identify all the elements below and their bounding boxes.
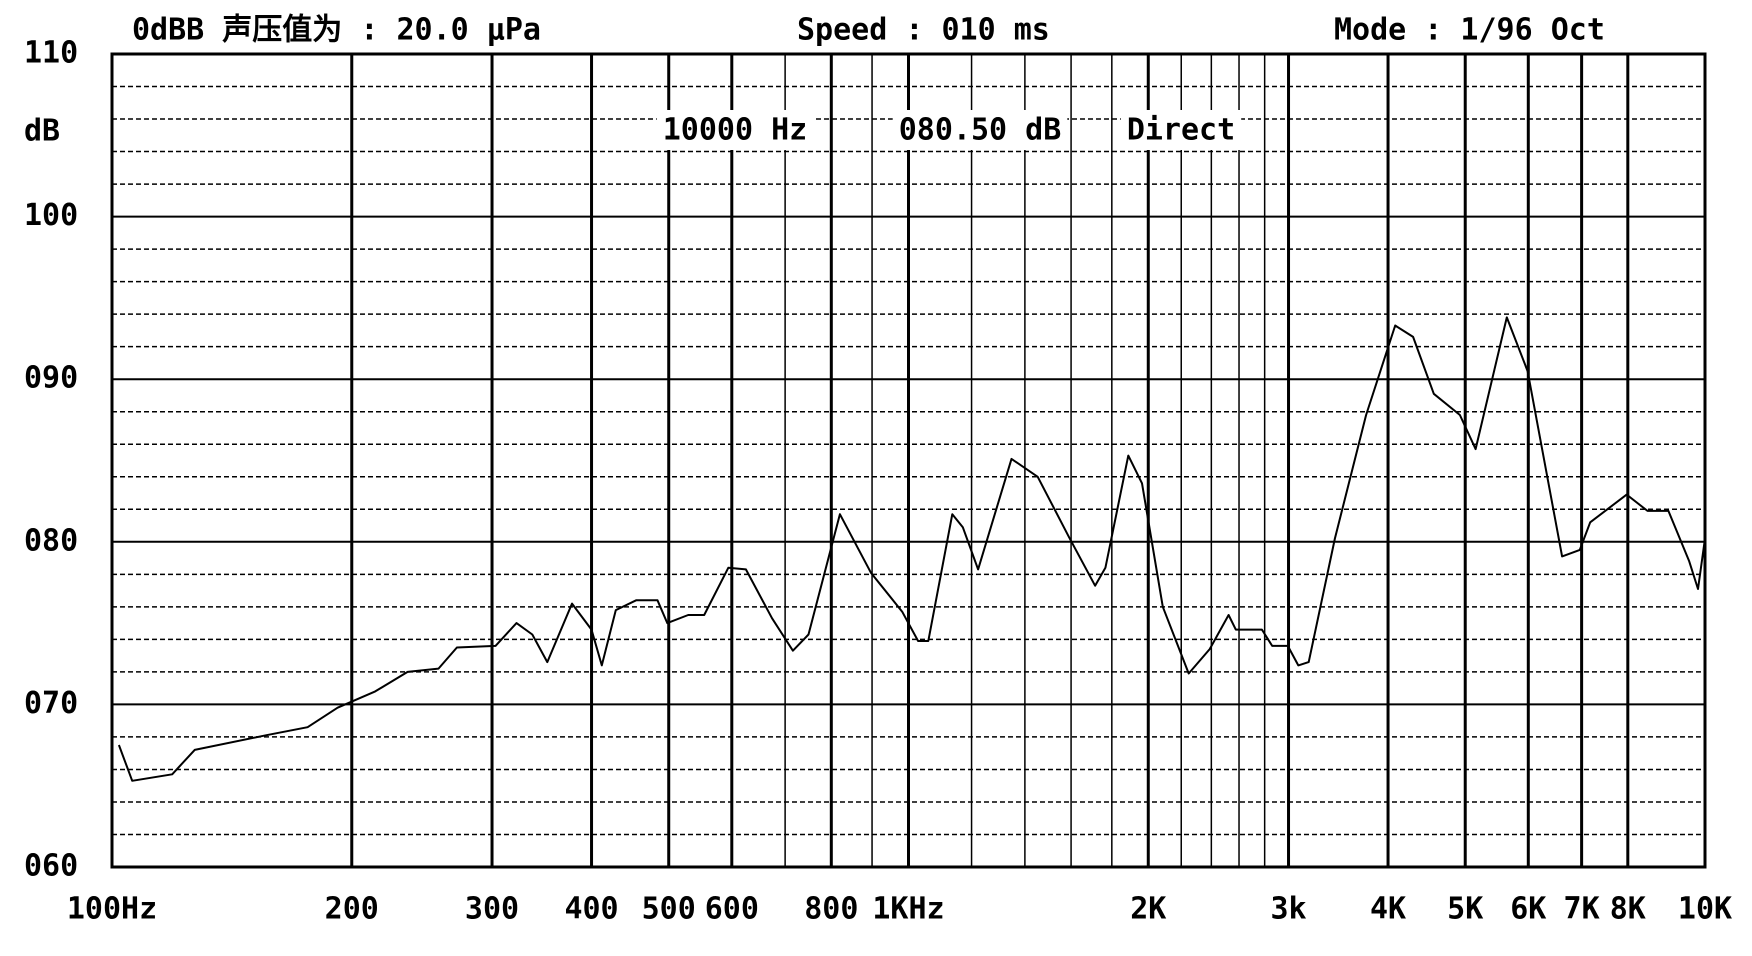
y-tick-label: 100 <box>24 198 78 233</box>
y-axis-label: dB <box>24 114 60 149</box>
y-tick-label: 090 <box>24 361 78 396</box>
x-tick-label: 800 <box>804 892 858 927</box>
header-speed: Speed : 010 ms <box>797 13 1050 48</box>
x-tick-label: 600 <box>705 892 759 927</box>
x-tick-label: 7K <box>1564 892 1600 927</box>
x-tick-label: 400 <box>564 892 618 927</box>
x-tick-label: 200 <box>325 892 379 927</box>
x-tick-label: 3k <box>1270 892 1306 927</box>
header-reference: 0dBB 声压值为 : 20.0 μPa <box>132 13 541 48</box>
x-tick-label: 10K <box>1678 892 1732 927</box>
header-mode: Mode : 1/96 Oct <box>1334 13 1605 48</box>
readout-background <box>1120 110 1242 150</box>
x-tick-label: 2K <box>1130 892 1166 927</box>
readout-text: 080.50 dB <box>899 113 1062 148</box>
x-tick-label: 1KHz <box>872 892 944 927</box>
x-tick-label: 8K <box>1610 892 1646 927</box>
x-tick-label: 500 <box>642 892 696 927</box>
readout-background <box>656 110 814 150</box>
y-tick-label: 080 <box>24 523 78 558</box>
x-tick-label: 4K <box>1370 892 1406 927</box>
y-tick-label: 110 <box>24 36 78 71</box>
x-tick-label: 6K <box>1510 892 1546 927</box>
x-tick-label: 100Hz <box>67 892 157 927</box>
x-tick-label: 300 <box>465 892 519 927</box>
readout-text: 10000 Hz <box>663 113 808 148</box>
y-tick-label: 060 <box>24 849 78 884</box>
response-curve <box>117 316 1706 782</box>
readout-text: Direct <box>1127 113 1235 148</box>
y-tick-label: 070 <box>24 686 78 721</box>
readout-background <box>892 110 1068 150</box>
x-tick-label: 5K <box>1447 892 1483 927</box>
